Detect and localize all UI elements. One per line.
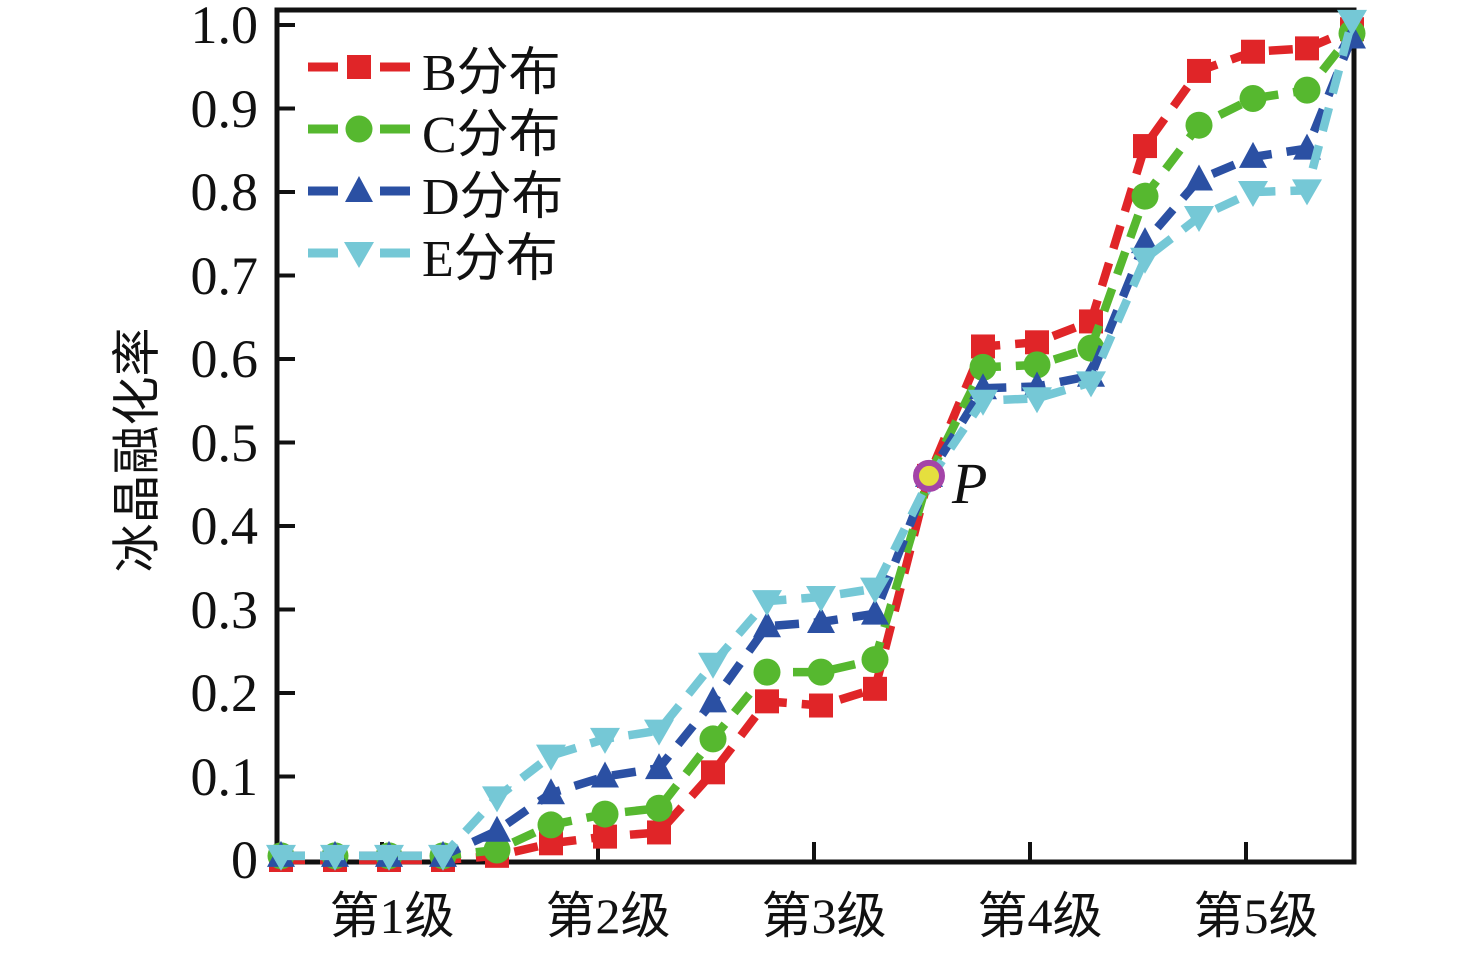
marker-E分布	[1130, 247, 1160, 274]
marker-B分布	[1241, 39, 1265, 64]
marker-E分布	[1337, 9, 1367, 36]
legend-marker-icon	[308, 242, 410, 268]
marker-E分布	[644, 719, 674, 746]
marker-E分布	[860, 577, 890, 604]
x-tick-label: 第4级	[977, 888, 1103, 944]
marker-C分布	[1023, 351, 1051, 379]
marker-C分布	[1293, 76, 1321, 104]
marker-E分布	[1184, 206, 1214, 233]
marker-B分布	[755, 689, 779, 714]
y-tick-label: 0	[231, 830, 258, 890]
y-tick-label: 0.5	[190, 412, 259, 473]
legend-item-E分布: E分布	[308, 222, 564, 288]
marker-D分布	[591, 761, 619, 788]
marker-C分布	[591, 800, 619, 828]
legend-marker-icon	[308, 176, 410, 202]
marker-E分布	[1238, 181, 1268, 207]
marker-C分布	[537, 811, 565, 839]
marker-E分布	[266, 844, 296, 871]
annotation-p-label: P	[952, 451, 988, 516]
marker-C分布	[861, 646, 889, 674]
marker-B分布	[1025, 330, 1049, 355]
marker-E分布	[536, 744, 566, 771]
x-tick-label: 第3级	[761, 888, 887, 944]
marker-B分布	[701, 760, 725, 785]
marker-B分布	[1187, 58, 1211, 83]
marker-C分布	[483, 836, 511, 864]
marker-D分布	[537, 778, 565, 805]
marker-E分布	[374, 844, 404, 871]
marker-B分布	[1133, 134, 1157, 159]
marker-C分布	[645, 794, 673, 822]
legend-label: B分布	[422, 44, 561, 102]
x-tick-label: 第5级	[1193, 888, 1319, 944]
marker-E分布	[1292, 179, 1322, 206]
marker-D分布	[1131, 227, 1159, 254]
marker-E分布	[320, 844, 350, 871]
marker-B分布	[809, 693, 833, 718]
axis-frame	[274, 7, 1357, 865]
y-tick-label: 0.3	[190, 579, 259, 640]
marker-E分布	[968, 389, 998, 416]
marker-C分布	[699, 725, 727, 753]
marker-E分布	[590, 727, 620, 754]
marker-C分布	[1131, 182, 1159, 210]
marker-B分布	[863, 676, 887, 701]
legend-item-C分布: C分布	[308, 98, 564, 164]
marker-D分布	[753, 611, 781, 638]
marker-D分布	[645, 753, 673, 780]
marker-D分布	[1239, 141, 1267, 168]
y-tick-label: 0.7	[190, 245, 259, 306]
marker-C分布	[1239, 84, 1267, 112]
x-tick-label: 第1级	[329, 888, 455, 944]
marker-E分布	[806, 585, 836, 612]
y-tick-label: 0.6	[190, 329, 259, 389]
marker-C分布	[807, 658, 835, 686]
y-tick-label: 0.2	[190, 663, 259, 723]
y-tick-label: 0.4	[190, 496, 259, 556]
marker-E分布	[698, 652, 728, 679]
marker-C分布	[1185, 111, 1213, 139]
marker-B分布	[647, 820, 671, 845]
legend-item-D分布: D分布	[308, 160, 564, 226]
marker-E分布	[1076, 371, 1106, 398]
y-tick-label: 0.1	[190, 746, 259, 807]
marker-E分布	[428, 844, 458, 871]
marker-B分布	[1295, 36, 1319, 61]
marker-D分布	[699, 686, 727, 713]
legend-marker-icon	[308, 115, 410, 143]
marker-E分布	[752, 590, 782, 617]
marker-C分布	[753, 658, 781, 686]
legend-label: D分布	[422, 168, 564, 226]
annotation-p-point	[913, 459, 945, 492]
legend-label: E分布	[422, 230, 558, 288]
marker-D分布	[483, 815, 511, 842]
y-tick-label: 1.0	[190, 0, 259, 55]
marker-D分布	[807, 607, 835, 634]
x-tick-label: 第2级	[545, 888, 671, 944]
marker-D分布	[1185, 164, 1213, 191]
y-tick-label: 0.9	[190, 78, 259, 139]
marker-B分布	[593, 824, 617, 849]
y-tick-label: 0.8	[190, 162, 259, 222]
legend: B分布 C分布 D分布 E分布	[308, 36, 564, 288]
legend-label: C分布	[422, 106, 561, 164]
marker-C分布	[969, 353, 997, 381]
legend-marker-icon	[308, 55, 410, 79]
marker-D分布	[861, 598, 889, 625]
marker-E分布	[1022, 387, 1052, 414]
legend-item-B分布: B分布	[308, 36, 564, 102]
marker-E分布	[482, 786, 512, 813]
